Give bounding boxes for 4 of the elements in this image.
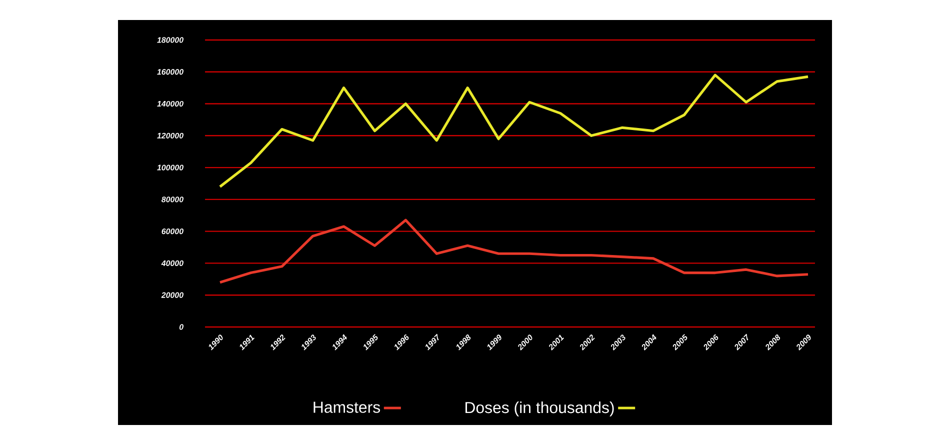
legend-label: Doses (in thousands) bbox=[466, 401, 614, 416]
line-series bbox=[218, 218, 810, 284]
legend-label: Hamsters bbox=[314, 402, 380, 413]
line-series bbox=[218, 74, 810, 188]
